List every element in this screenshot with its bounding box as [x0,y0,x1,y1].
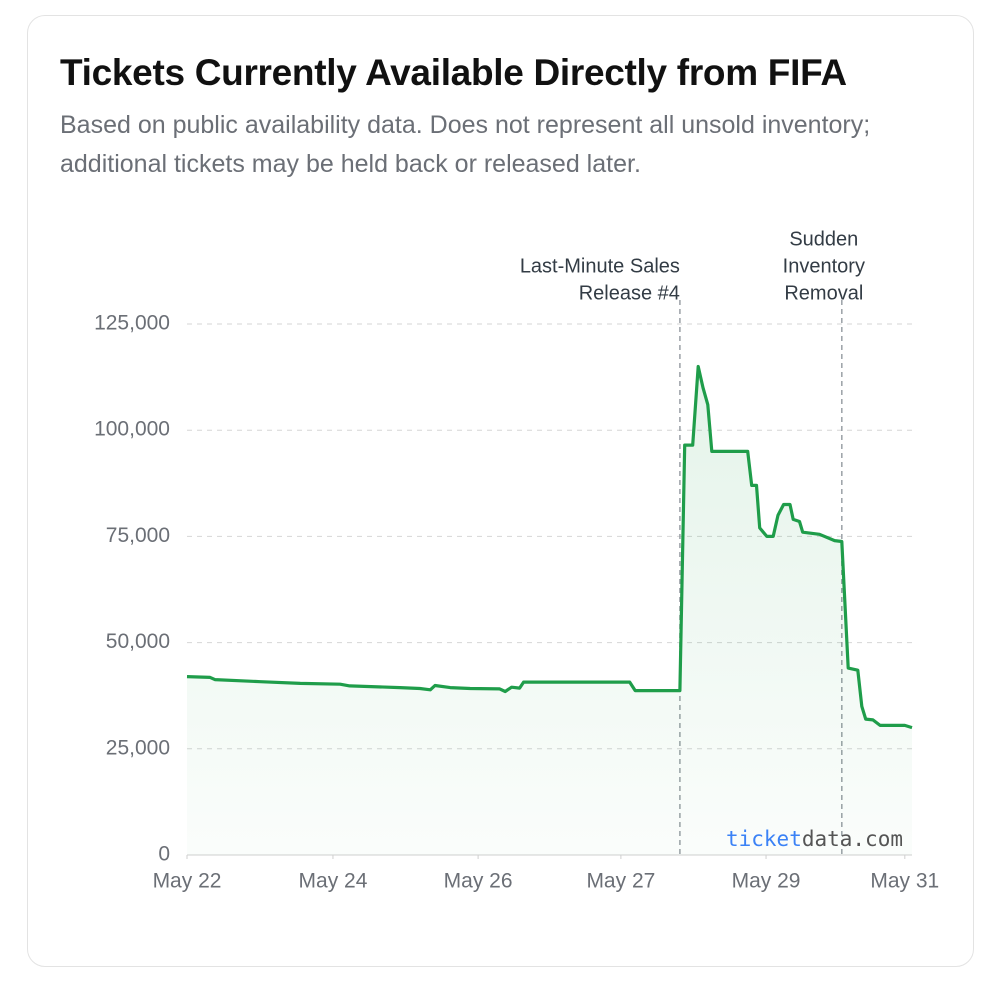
x-tick-label: May 27 [586,870,655,893]
x-tick-label: May 31 [870,870,939,893]
annotation-text: Removal [784,282,863,304]
y-tick-label: 100,000 [94,418,170,441]
watermark-part: ticket [726,827,802,851]
annotation-text: Sudden [789,228,858,250]
data-line [186,364,913,730]
y-tick-label: 0 [158,843,170,866]
annotation-text: Release #4 [579,282,680,304]
y-tick-label: 50,000 [106,630,170,653]
x-tick-label: May 24 [299,870,368,893]
chart-title: Tickets Currently Available Directly fro… [60,52,847,93]
x-tick-label: May 26 [444,870,513,893]
y-tick-label: 125,000 [94,312,170,335]
chart-subtitle: Based on public availability data. Does … [60,111,871,178]
annotation-text: Inventory [783,255,865,277]
card [27,15,974,967]
area-fill [187,366,912,855]
y-tick-label: 25,000 [106,736,170,759]
x-tick-label: May 22 [153,870,222,893]
watermark-part: data.com [802,827,903,851]
y-tick-label: 75,000 [106,524,170,547]
annotation-text: Last-Minute Sales [520,255,680,277]
watermark: ticketdata.com [726,827,903,851]
x-tick-label: May 29 [732,870,801,893]
